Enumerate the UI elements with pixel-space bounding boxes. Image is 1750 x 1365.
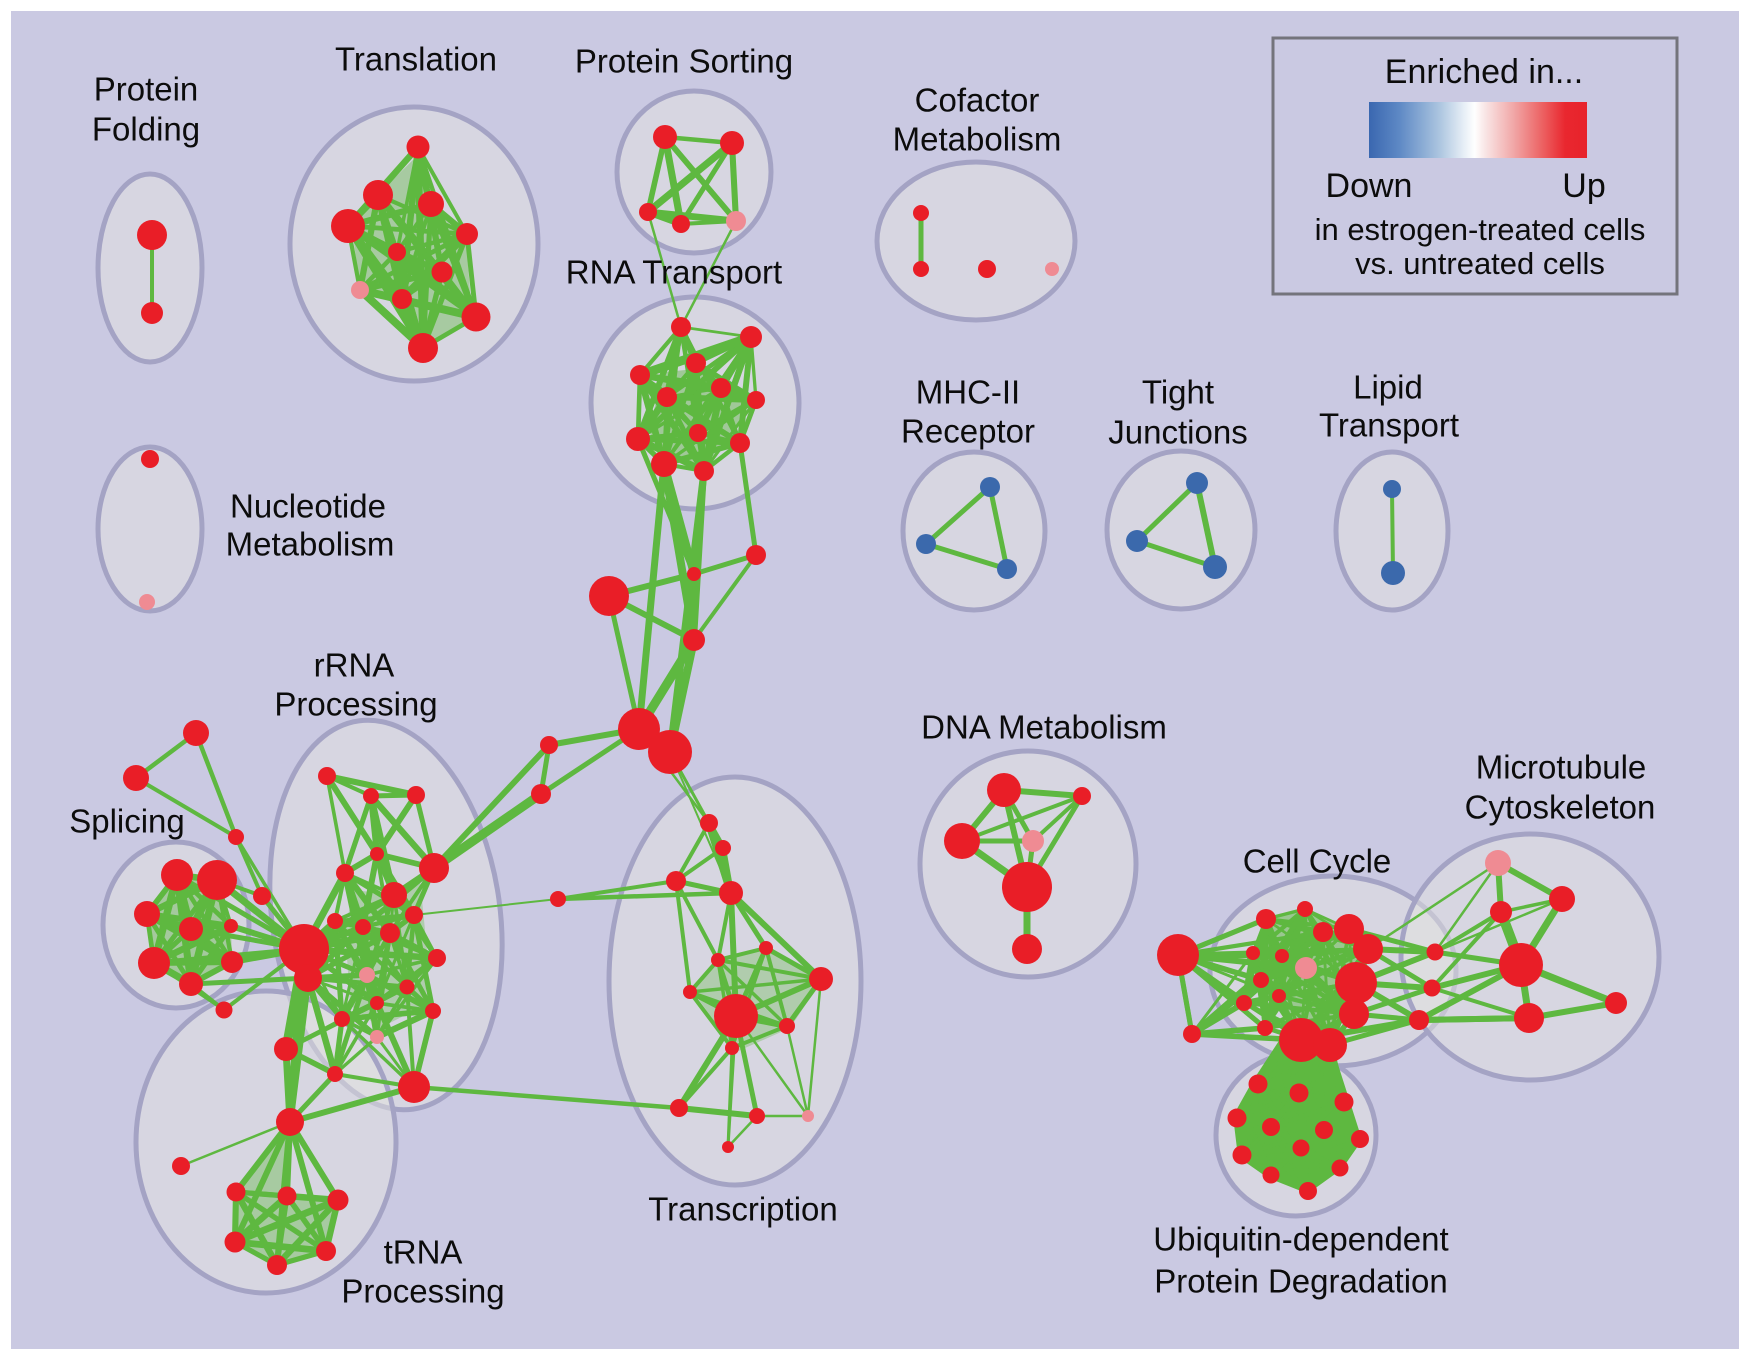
- svg-text:Transcription: Transcription: [648, 1191, 838, 1228]
- svg-text:RNA Transport: RNA Transport: [566, 254, 782, 291]
- svg-text:Microtubule: Microtubule: [1476, 749, 1647, 786]
- svg-text:Enriched in...: Enriched in...: [1385, 53, 1583, 91]
- svg-text:Ubiquitin-dependent: Ubiquitin-dependent: [1153, 1221, 1448, 1258]
- svg-text:Metabolism: Metabolism: [226, 526, 395, 563]
- svg-text:Lipid: Lipid: [1353, 369, 1423, 406]
- svg-text:Up: Up: [1562, 167, 1605, 205]
- svg-text:Nucleotide: Nucleotide: [230, 488, 386, 525]
- svg-text:Folding: Folding: [92, 111, 200, 148]
- svg-text:Junctions: Junctions: [1108, 414, 1247, 451]
- svg-text:Down: Down: [1326, 167, 1413, 205]
- svg-text:Processing: Processing: [274, 686, 437, 723]
- svg-text:Cofactor: Cofactor: [915, 82, 1040, 119]
- svg-text:Cell Cycle: Cell Cycle: [1243, 843, 1392, 880]
- svg-text:vs. untreated cells: vs. untreated cells: [1355, 246, 1605, 281]
- svg-text:Tight: Tight: [1142, 374, 1214, 411]
- svg-text:Translation: Translation: [335, 41, 497, 78]
- svg-text:Protein Degradation: Protein Degradation: [1154, 1263, 1448, 1300]
- svg-text:Processing: Processing: [341, 1273, 504, 1310]
- svg-text:in estrogen-treated cells: in estrogen-treated cells: [1315, 212, 1646, 247]
- svg-text:Receptor: Receptor: [901, 413, 1035, 450]
- svg-text:rRNA: rRNA: [314, 647, 395, 684]
- svg-text:Transport: Transport: [1319, 407, 1459, 444]
- svg-text:tRNA: tRNA: [384, 1234, 463, 1271]
- svg-text:DNA Metabolism: DNA Metabolism: [921, 709, 1167, 746]
- svg-text:Protein Sorting: Protein Sorting: [575, 43, 793, 80]
- svg-text:Metabolism: Metabolism: [893, 121, 1062, 158]
- svg-text:MHC-II: MHC-II: [916, 374, 1020, 411]
- svg-text:Protein: Protein: [94, 71, 199, 108]
- svg-text:Cytoskeleton: Cytoskeleton: [1465, 789, 1656, 826]
- svg-text:Splicing: Splicing: [69, 803, 185, 840]
